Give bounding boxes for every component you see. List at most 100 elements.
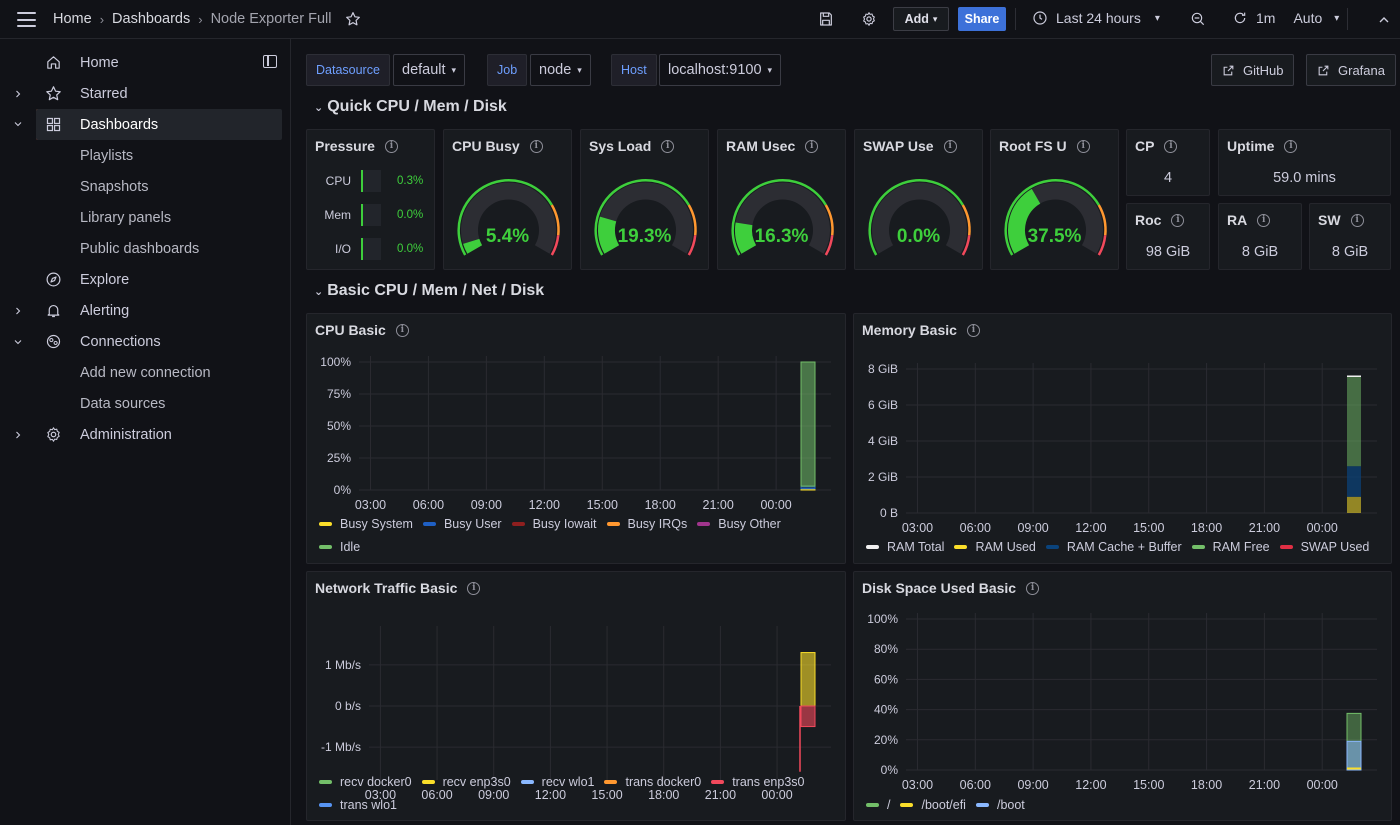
- info-icon[interactable]: i: [384, 139, 398, 153]
- sidebar-item-library-panels[interactable]: Library panels: [0, 202, 291, 233]
- legend-label: /boot/efi: [921, 797, 966, 812]
- sidebar-item-administration[interactable]: Administration: [0, 419, 291, 450]
- sidebar-nav: Home Starred Dashboards Playlists Snapsh…: [0, 39, 291, 825]
- legend-item[interactable]: trans enp3s0: [711, 773, 804, 790]
- row-toggle-basic[interactable]: ⌄ Basic CPU / Mem / Net / Disk: [314, 282, 544, 300]
- zoom-out-icon[interactable]: [1190, 11, 1206, 27]
- legend-item[interactable]: Idle: [319, 538, 360, 555]
- panel-swap-used: SWAP Use i 0.0%: [854, 129, 983, 270]
- legend-item[interactable]: recv enp3s0: [421, 773, 511, 790]
- github-link[interactable]: GitHub: [1211, 54, 1295, 86]
- x-tick-label: 21:00: [1249, 778, 1280, 792]
- sidebar-item-dashboards[interactable]: Dashboards: [36, 109, 282, 140]
- home-icon: [47, 56, 60, 69]
- info-icon[interactable]: i: [1284, 139, 1298, 153]
- time-series-chart[interactable]: 0% 20% 40% 60% 80% 100% 03:00 06:00 09:00 12:00 15…: [854, 572, 1392, 821]
- menu-icon[interactable]: [17, 12, 36, 27]
- y-tick-label: 0 B: [880, 506, 898, 520]
- legend-item[interactable]: Busy User: [422, 515, 502, 532]
- sidebar-item-add-new-connection[interactable]: Add new connection: [0, 357, 291, 388]
- info-icon[interactable]: i: [467, 581, 481, 595]
- time-range-picker[interactable]: Last 24 hours ▾: [1032, 10, 1160, 26]
- legend-item[interactable]: SWAP Used: [1279, 538, 1369, 555]
- y-tick-label: 0%: [334, 483, 352, 497]
- info-icon[interactable]: i: [1257, 213, 1271, 227]
- legend-label: recv wlo1: [541, 774, 595, 789]
- chevron-down-icon[interactable]: [12, 118, 24, 130]
- time-series-chart[interactable]: -1 Mb/s 0 b/s 1 Mb/s 03:00 06:00 09:00 12:00 15…: [307, 572, 846, 821]
- datasource-select[interactable]: default ▾: [393, 54, 466, 86]
- info-icon[interactable]: i: [1171, 213, 1185, 227]
- info-icon[interactable]: i: [1350, 213, 1364, 227]
- info-icon[interactable]: i: [1076, 139, 1090, 153]
- sidebar-item-data-sources[interactable]: Data sources: [0, 388, 291, 419]
- legend-item[interactable]: Busy Iowait: [511, 515, 597, 532]
- time-series-chart[interactable]: 0 B 2 GiB 4 GiB 6 GiB 8 GiB 03:00 06:00 09:00 12…: [854, 314, 1392, 564]
- row-toggle-quick[interactable]: ⌄ Quick CPU / Mem / Disk: [314, 98, 507, 116]
- sidebar-item-home[interactable]: Home: [0, 47, 291, 78]
- panel-title-text: Pressure: [315, 138, 375, 154]
- sidebar-item-snapshots[interactable]: Snapshots: [0, 171, 291, 202]
- job-select[interactable]: node ▾: [530, 54, 591, 86]
- sidebar-item-alerting[interactable]: Alerting: [0, 295, 291, 326]
- gauge-threshold-green: [1004, 179, 1100, 256]
- x-tick-label: 18:00: [648, 788, 679, 802]
- legend-item[interactable]: RAM Used: [954, 538, 1036, 555]
- legend-swatch: [1045, 544, 1059, 549]
- sidebar-item-public-dashboards[interactable]: Public dashboards: [0, 233, 291, 264]
- legend-item[interactable]: /: [866, 796, 890, 813]
- sidebar-item-explore[interactable]: Explore: [0, 264, 291, 295]
- legend-item[interactable]: /boot/efi: [900, 796, 966, 813]
- info-icon[interactable]: i: [1164, 139, 1178, 153]
- time-series-chart[interactable]: 0% 25% 50% 75% 100% 03:00 06:00 09:00 12:00 15:00…: [307, 314, 846, 564]
- chevron-right-icon[interactable]: [12, 88, 24, 100]
- info-icon[interactable]: i: [966, 323, 980, 337]
- bar-gauge: [361, 204, 381, 226]
- host-variable-label: Host: [611, 54, 657, 86]
- grafana-link[interactable]: Grafana: [1306, 54, 1396, 86]
- legend-item[interactable]: Busy IRQs: [606, 515, 687, 532]
- legend-item[interactable]: Busy System: [319, 515, 413, 532]
- breadcrumb-dashboards[interactable]: Dashboards: [112, 11, 191, 27]
- legend-item[interactable]: RAM Total: [866, 538, 944, 555]
- info-icon[interactable]: i: [395, 323, 409, 337]
- panel-title: Memory Basic i: [862, 322, 980, 338]
- legend-swatch: [954, 544, 968, 549]
- legend-item[interactable]: trans docker0: [604, 773, 701, 790]
- legend-item[interactable]: RAM Cache + Buffer: [1045, 538, 1182, 555]
- gear-icon[interactable]: [861, 11, 877, 27]
- panel-title: CP i: [1135, 138, 1178, 154]
- share-button[interactable]: Share: [958, 7, 1006, 31]
- dock-menu-icon[interactable]: [263, 55, 277, 68]
- legend-item[interactable]: RAM Free: [1191, 538, 1270, 555]
- sidebar-item-label: Dashboards: [80, 116, 159, 133]
- info-icon[interactable]: i: [805, 139, 819, 153]
- info-icon[interactable]: i: [529, 139, 543, 153]
- sidebar-item-connections[interactable]: Connections: [0, 326, 291, 357]
- legend-item[interactable]: /boot: [975, 796, 1025, 813]
- host-select[interactable]: localhost:9100 ▾: [659, 54, 782, 86]
- breadcrumb-home[interactable]: Home: [53, 11, 92, 27]
- chevron-right-icon[interactable]: [12, 429, 24, 441]
- x-tick-label: 03:00: [902, 778, 933, 792]
- save-icon[interactable]: [818, 11, 834, 27]
- info-icon[interactable]: i: [1026, 581, 1040, 595]
- sidebar-item-playlists[interactable]: Playlists: [0, 140, 291, 171]
- x-tick-label: 09:00: [1017, 521, 1048, 535]
- legend-item[interactable]: Busy Other: [697, 515, 781, 532]
- legend-item[interactable]: trans wlo1: [319, 796, 397, 813]
- legend-item[interactable]: recv wlo1: [520, 773, 595, 790]
- add-button[interactable]: Add ▾: [893, 7, 949, 31]
- y-tick-label: 100%: [867, 612, 898, 626]
- sidebar-item-starred[interactable]: Starred: [0, 78, 291, 109]
- star-icon[interactable]: [345, 11, 361, 27]
- chevron-up-icon[interactable]: [1376, 12, 1392, 28]
- info-icon[interactable]: i: [661, 139, 675, 153]
- panel-title-text: Uptime: [1227, 138, 1275, 154]
- legend-label: /: [887, 797, 891, 812]
- info-icon[interactable]: i: [943, 139, 957, 153]
- legend-item[interactable]: recv docker0: [319, 773, 412, 790]
- refresh-picker[interactable]: 1m Auto ▾: [1232, 10, 1339, 26]
- chevron-right-icon[interactable]: [12, 305, 24, 317]
- chevron-down-icon[interactable]: [12, 336, 24, 348]
